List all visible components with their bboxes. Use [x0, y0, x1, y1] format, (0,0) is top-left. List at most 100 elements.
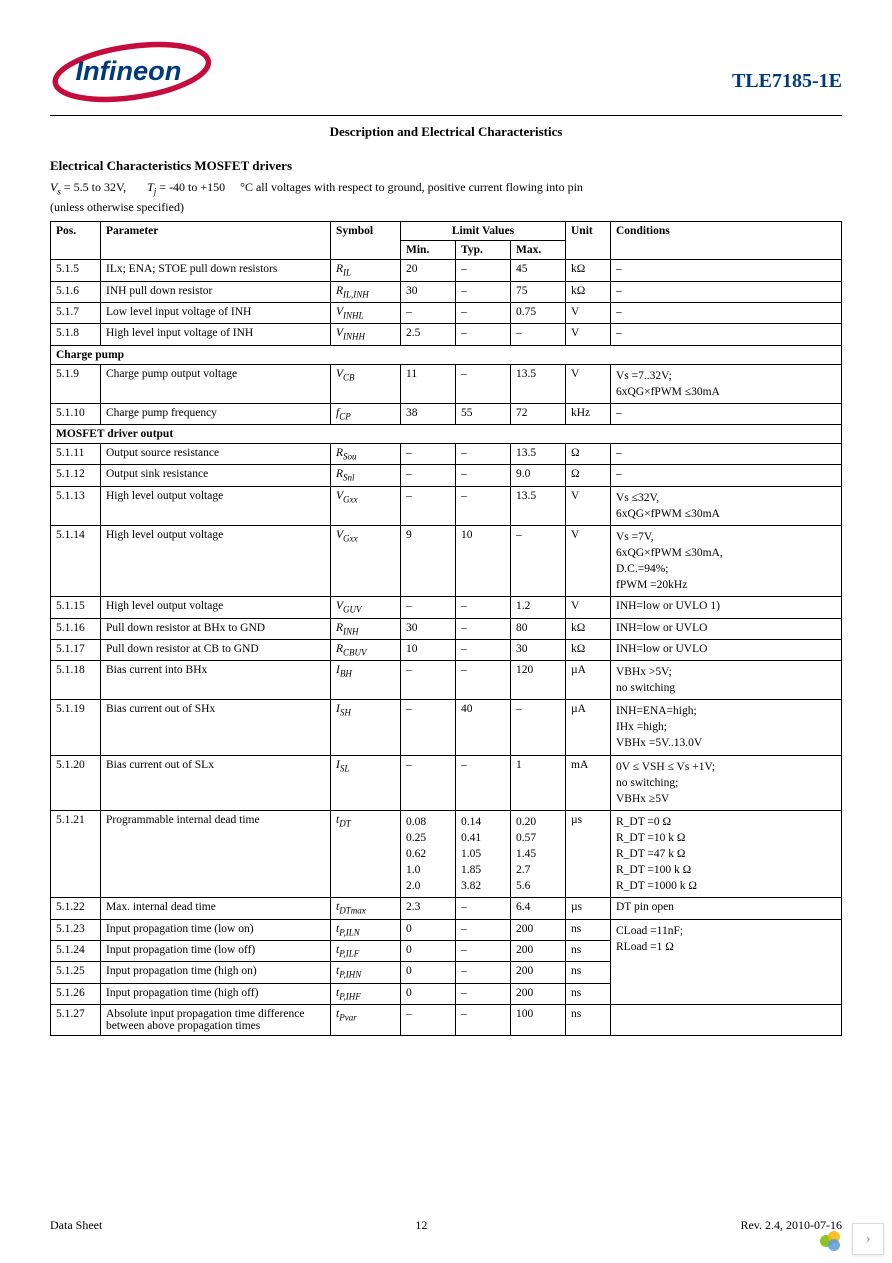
- table-row: 5.1.23Input propagation time (low on)tP,…: [51, 919, 842, 940]
- cell-typ: –: [456, 639, 511, 660]
- cell-symbol: VINHH: [331, 324, 401, 345]
- cell-pos: 5.1.25: [51, 962, 101, 983]
- th-min: Min.: [401, 241, 456, 260]
- footer-left: Data Sheet: [50, 1218, 102, 1233]
- cell-param: Charge pump frequency: [101, 403, 331, 424]
- cell-typ: –: [456, 661, 511, 700]
- cell-max: 30: [511, 639, 566, 660]
- table-row: 5.1.16Pull down resistor at BHx to GNDRI…: [51, 618, 842, 639]
- condition-line: Vs = 5.5 to 32V, Tj = -40 to +150 °C all…: [50, 180, 842, 196]
- cell-pos: 5.1.22: [51, 898, 101, 919]
- cell-symbol: tP,ILF: [331, 940, 401, 961]
- cell-param: Input propagation time (low off): [101, 940, 331, 961]
- th-cond: Conditions: [611, 222, 842, 260]
- cell-min: 30: [401, 618, 456, 639]
- cell-param: INH pull down resistor: [101, 281, 331, 302]
- cell-symbol: IBH: [331, 661, 401, 700]
- infineon-logo: Infineon: [50, 40, 250, 109]
- table-row: 5.1.17Pull down resistor at CB to GNDRCB…: [51, 639, 842, 660]
- cell-param: High level output voltage: [101, 486, 331, 525]
- cell-typ: –: [456, 962, 511, 983]
- cell-pos: 5.1.8: [51, 324, 101, 345]
- cell-min: –: [401, 486, 456, 525]
- th-limits: Limit Values: [401, 222, 566, 241]
- cell-max: 200: [511, 940, 566, 961]
- cell-min: –: [401, 700, 456, 755]
- cell-cond: 0V ≤ VSH ≤ Vs +1V; no switching; VBHx ≥5…: [611, 755, 842, 810]
- section-header: Description and Electrical Characteristi…: [50, 124, 842, 140]
- cell-symbol: VGUV: [331, 597, 401, 618]
- cell-max: 13.5: [511, 364, 566, 403]
- table-row: 5.1.9Charge pump output voltageVCB11–13.…: [51, 364, 842, 403]
- cell-symbol: tPvar: [331, 1004, 401, 1035]
- cell-cond: –: [611, 260, 842, 281]
- cell-param: Bias current out of SHx: [101, 700, 331, 755]
- cell-param: Pull down resistor at BHx to GND: [101, 618, 331, 639]
- cell-max: 1: [511, 755, 566, 810]
- cell-unit: ns: [566, 1004, 611, 1035]
- cell-param: ILx; ENA; STOE pull down resistors: [101, 260, 331, 281]
- cell-min: 0: [401, 983, 456, 1004]
- th-symbol: Symbol: [331, 222, 401, 260]
- svg-text:Infineon: Infineon: [75, 55, 181, 86]
- cell-typ: –: [456, 444, 511, 465]
- cell-symbol: RIL: [331, 260, 401, 281]
- cell-pos: 5.1.21: [51, 810, 101, 897]
- cell-symbol: RSou: [331, 444, 401, 465]
- table-row: 5.1.21Programmable internal dead timetDT…: [51, 810, 842, 897]
- cell-typ: –: [456, 898, 511, 919]
- table-row: 5.1.7Low level input voltage of INHVINHL…: [51, 302, 842, 323]
- cell-unit: µA: [566, 700, 611, 755]
- table-row: 5.1.14High level output voltageVGxx910–V…: [51, 525, 842, 596]
- cell-symbol: RIL,INH: [331, 281, 401, 302]
- cell-min: –: [401, 302, 456, 323]
- cell-param: Output sink resistance: [101, 465, 331, 486]
- cell-symbol: RCBUV: [331, 639, 401, 660]
- cell-typ: –: [456, 465, 511, 486]
- cell-unit: ns: [566, 940, 611, 961]
- cell-cond: –: [611, 281, 842, 302]
- cell-typ: 55: [456, 403, 511, 424]
- cell-param: Low level input voltage of INH: [101, 302, 331, 323]
- cell-symbol: tDT: [331, 810, 401, 897]
- cell-max: 6.4: [511, 898, 566, 919]
- cell-param: Bias current into BHx: [101, 661, 331, 700]
- cell-max: 75: [511, 281, 566, 302]
- cell-cond: Vs =7V, 6xQG×fPWM ≤30mA, D.C.=94%; fPWM …: [611, 525, 842, 596]
- cell-param: High level input voltage of INH: [101, 324, 331, 345]
- cell-min: –: [401, 1004, 456, 1035]
- cell-unit: ns: [566, 962, 611, 983]
- cell-unit: V: [566, 324, 611, 345]
- footer-center: 12: [415, 1218, 427, 1233]
- cell-typ: –: [456, 281, 511, 302]
- cell-pos: 5.1.19: [51, 700, 101, 755]
- cell-typ: 0.14 0.41 1.05 1.85 3.82: [456, 810, 511, 897]
- cell-max: –: [511, 700, 566, 755]
- next-page-button[interactable]: ›: [852, 1223, 884, 1255]
- cell-param: Pull down resistor at CB to GND: [101, 639, 331, 660]
- cell-min: 10: [401, 639, 456, 660]
- cell-typ: 10: [456, 525, 511, 596]
- cell-min: 2.5: [401, 324, 456, 345]
- cell-cond: Vs ≤32V, 6xQG×fPWM ≤30mA: [611, 486, 842, 525]
- header-rule: [50, 115, 842, 116]
- cell-symbol: tDTmax: [331, 898, 401, 919]
- cell-unit: µs: [566, 898, 611, 919]
- table-row: 5.1.22Max. internal dead timetDTmax2.3–6…: [51, 898, 842, 919]
- cell-pos: 5.1.17: [51, 639, 101, 660]
- cell-param: High level output voltage: [101, 597, 331, 618]
- th-typ: Typ.: [456, 241, 511, 260]
- section-header-row: Charge pump: [51, 345, 842, 364]
- page-footer: Data Sheet 12 Rev. 2.4, 2010-07-16: [50, 1218, 842, 1233]
- table-title: Electrical Characteristics MOSFET driver…: [50, 158, 842, 174]
- cell-unit: µA: [566, 661, 611, 700]
- cell-typ: –: [456, 302, 511, 323]
- cell-pos: 5.1.11: [51, 444, 101, 465]
- cell-param: High level output voltage: [101, 525, 331, 596]
- cell-unit: V: [566, 525, 611, 596]
- cell-min: 38: [401, 403, 456, 424]
- cell-cond: –: [611, 403, 842, 424]
- cell-symbol: tP,ILN: [331, 919, 401, 940]
- cell-min: 2.3: [401, 898, 456, 919]
- cell-symbol: ISH: [331, 700, 401, 755]
